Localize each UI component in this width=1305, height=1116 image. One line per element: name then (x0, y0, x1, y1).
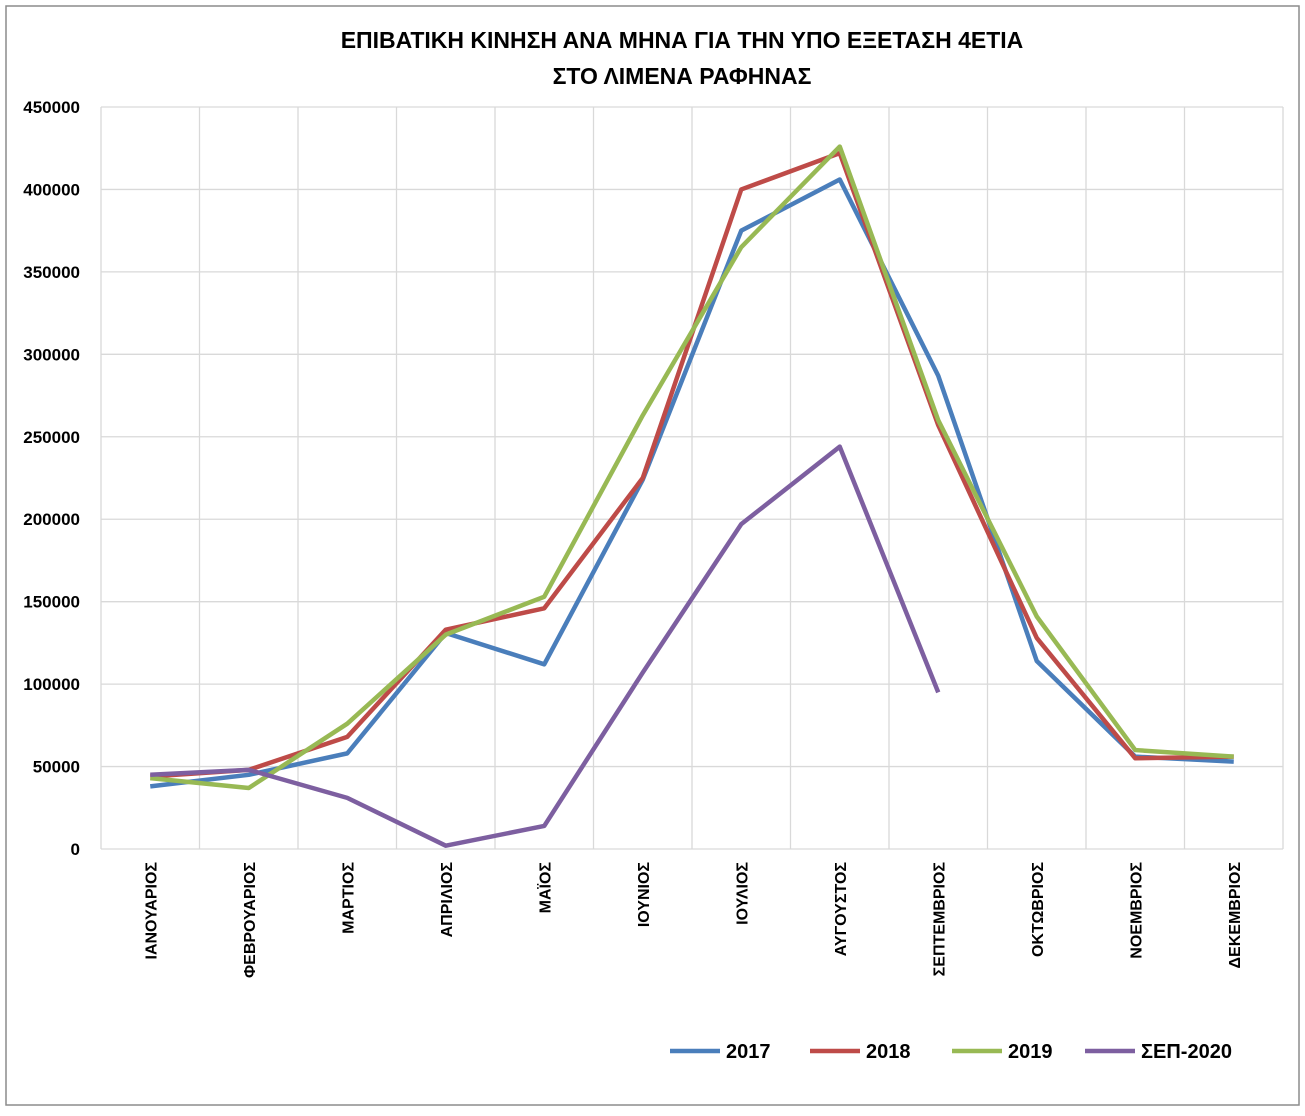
x-tick-label: ΙΟΥΛΙΟΣ (734, 862, 751, 925)
x-tick-label: ΔΕΚΕΜΒΡΙΟΣ (1227, 862, 1244, 969)
x-tick-label: ΑΠΡΙΛΙΟΣ (439, 862, 456, 938)
legend-label: ΣΕΠ-2020 (1141, 1041, 1232, 1063)
series-line (150, 444, 941, 848)
y-tick-label: 150000 (23, 593, 80, 612)
series-line (149, 177, 1234, 789)
y-tick-label: 200000 (23, 510, 80, 529)
y-tick-label: 350000 (23, 263, 80, 282)
chart-title: ΕΠΙΒΑΤΙΚΗ ΚΙΝΗΣΗ ΑΝΑ ΜΗΝΑ ΓΙΑ ΤΗΝ ΥΠΟ ΕΞ… (341, 27, 1024, 53)
y-tick-label: 450000 (23, 98, 80, 117)
series-line (150, 144, 1234, 791)
legend-label: 2018 (866, 1041, 911, 1063)
x-tick-label: ΦΕΒΡΟΥΑΡΙΟΣ (242, 862, 259, 978)
x-tick-label: ΟΚΤΩΒΡΙΟΣ (1030, 862, 1047, 957)
x-tick-label: ΝΟΕΜΒΡΙΟΣ (1128, 862, 1145, 959)
x-tick-label: ΜΑΪΟΣ (536, 862, 554, 914)
legend-label: 2019 (1008, 1041, 1053, 1063)
x-tick-label: ΣΕΠΤΕΜΒΡΙΟΣ (931, 862, 948, 977)
y-tick-label: 0 (71, 840, 80, 859)
y-tick-label: 100000 (23, 675, 80, 694)
y-tick-label: 400000 (23, 180, 80, 199)
y-tick-label: 300000 (23, 345, 80, 364)
chart-title: ΣΤΟ ΛΙΜΕΝΑ ΡΑΦΗΝΑΣ (553, 63, 812, 89)
y-tick-label: 50000 (33, 758, 80, 777)
x-tick-label: ΑΥΓΟΥΣΤΟΣ (833, 862, 850, 957)
y-tick-label: 250000 (23, 428, 80, 447)
legend-label: 2017 (726, 1041, 771, 1063)
x-tick-label: ΙΟΥΝΙΟΣ (636, 862, 653, 928)
x-tick-label: ΙΑΝΟΥΑΡΙΟΣ (143, 862, 160, 960)
x-tick-label: ΜΑΡΤΙΟΣ (340, 862, 357, 934)
